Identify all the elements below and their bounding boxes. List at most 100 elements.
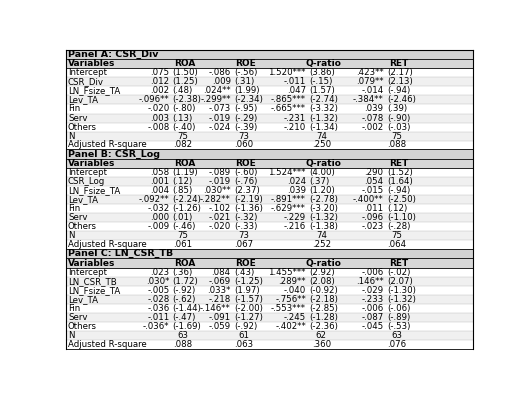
Text: -.006: -.006 (361, 268, 383, 277)
Text: .004: .004 (150, 186, 170, 195)
Text: (-.60): (-.60) (234, 168, 257, 177)
Text: (.31): (.31) (234, 77, 254, 86)
Text: Serv: Serv (68, 213, 88, 222)
Text: (1.97): (1.97) (234, 286, 259, 295)
Text: (.12): (.12) (387, 204, 407, 213)
Text: -.005: -.005 (147, 286, 170, 295)
Text: -.096**: -.096** (139, 95, 170, 104)
Text: (1.72): (1.72) (173, 277, 198, 286)
Text: (-2.18): (-2.18) (310, 295, 339, 304)
Text: Fin: Fin (68, 304, 80, 313)
Text: Lev_TA: Lev_TA (68, 295, 98, 304)
Text: .000: .000 (150, 213, 170, 222)
Text: (-.53): (-.53) (387, 322, 411, 331)
Bar (66, 168, 472, 177)
Text: 75: 75 (177, 131, 188, 141)
Text: (-.92): (-.92) (234, 322, 257, 331)
Text: ROA: ROA (174, 59, 195, 68)
Text: -.040: -.040 (284, 286, 306, 295)
Text: 63: 63 (177, 331, 188, 340)
Bar (66, 95, 472, 105)
Text: (-2.50): (-2.50) (387, 195, 416, 204)
Bar (66, 204, 472, 213)
Text: LN_CSR_TB: LN_CSR_TB (68, 277, 117, 286)
Text: -.024: -.024 (208, 123, 230, 131)
Bar (66, 177, 472, 186)
Text: (.43): (.43) (234, 268, 254, 277)
Text: RET: RET (389, 258, 408, 267)
Text: (-1.32): (-1.32) (310, 114, 339, 123)
Bar (66, 195, 472, 204)
Text: -.011: -.011 (284, 77, 306, 86)
Bar (66, 313, 472, 322)
Text: .088: .088 (387, 140, 406, 149)
Text: -.210: -.210 (284, 123, 306, 131)
Text: (.48): (.48) (173, 86, 193, 95)
Text: (-2.36): (-2.36) (310, 322, 339, 331)
Bar (66, 340, 472, 349)
Text: Panel A: CSR_Div: Panel A: CSR_Div (68, 50, 159, 59)
Text: (-2.34): (-2.34) (234, 95, 262, 104)
Text: Adjusted R-square: Adjusted R-square (68, 240, 146, 249)
Text: (-3.20): (-3.20) (310, 204, 339, 213)
Text: Variables: Variables (68, 258, 116, 267)
Bar (66, 186, 472, 195)
Text: ROE: ROE (235, 59, 256, 68)
Bar (66, 105, 472, 114)
Text: .023: .023 (150, 268, 170, 277)
Text: Intercept: Intercept (68, 268, 107, 277)
Text: -.553***: -.553*** (271, 304, 306, 313)
Text: ROA: ROA (174, 258, 195, 267)
Text: (-1.30): (-1.30) (387, 286, 416, 295)
Text: Fin: Fin (68, 204, 80, 213)
Text: 74: 74 (316, 131, 327, 141)
Text: LN_Fsize_TA: LN_Fsize_TA (68, 86, 120, 95)
Text: .060: .060 (234, 140, 254, 149)
Text: (-.94): (-.94) (387, 86, 411, 95)
Text: (-.29): (-.29) (234, 114, 257, 123)
Text: -.086: -.086 (208, 68, 230, 77)
Text: (1.50): (1.50) (173, 68, 198, 77)
Text: (-1.69): (-1.69) (173, 322, 201, 331)
Text: .002: .002 (150, 86, 170, 95)
Text: (-.32): (-.32) (234, 213, 257, 222)
Text: (-.56): (-.56) (234, 68, 257, 77)
Text: -.078: -.078 (361, 114, 383, 123)
Text: (-.28): (-.28) (387, 223, 411, 232)
Text: (-.80): (-.80) (173, 105, 196, 114)
Bar (66, 232, 472, 241)
Text: .030**: .030** (203, 186, 230, 195)
Bar (66, 268, 472, 277)
Text: 1.520***: 1.520*** (268, 68, 306, 77)
Bar (66, 114, 472, 123)
Text: (1.20): (1.20) (310, 186, 335, 195)
Text: (-.94): (-.94) (387, 186, 411, 195)
Text: LN_Fsize_TA: LN_Fsize_TA (68, 186, 120, 195)
Text: Others: Others (68, 123, 97, 131)
Bar (66, 241, 472, 249)
Text: RET: RET (389, 59, 408, 68)
Text: (-1.38): (-1.38) (310, 223, 339, 232)
Text: -.073: -.073 (208, 105, 230, 114)
Text: 74: 74 (316, 232, 327, 241)
Text: ROE: ROE (235, 258, 256, 267)
Text: -.021: -.021 (208, 213, 230, 222)
Text: -.045: -.045 (361, 322, 383, 331)
Text: (-2.19): (-2.19) (234, 195, 262, 204)
Text: .039: .039 (364, 105, 383, 114)
Text: -.146**: -.146** (200, 304, 230, 313)
Text: (-2.78): (-2.78) (310, 195, 339, 204)
Text: .084: .084 (212, 268, 230, 277)
Text: 1.524***: 1.524*** (268, 168, 306, 177)
Text: (-.02): (-.02) (387, 268, 411, 277)
Text: -.231: -.231 (284, 114, 306, 123)
Text: .088: .088 (173, 340, 192, 349)
Text: -.036*: -.036* (143, 322, 170, 331)
Text: (-.03): (-.03) (387, 123, 411, 131)
Text: (-1.32): (-1.32) (387, 295, 416, 304)
Bar (66, 140, 472, 149)
Bar (66, 277, 472, 286)
Text: 63: 63 (392, 331, 403, 340)
Bar (66, 50, 472, 59)
Bar (66, 123, 472, 132)
